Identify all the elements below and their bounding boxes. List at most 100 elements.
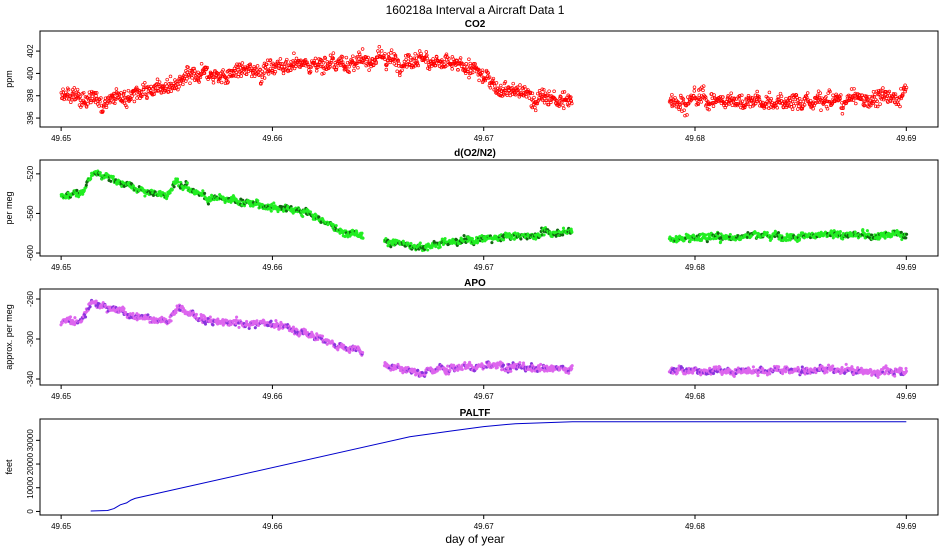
apo-point — [131, 311, 135, 316]
co2-point — [360, 47, 365, 51]
co2-point — [787, 104, 791, 108]
apo-point — [859, 366, 863, 370]
co2-point — [671, 103, 675, 107]
co2-point — [815, 93, 820, 98]
apo-point — [269, 319, 273, 323]
co2-point — [417, 49, 422, 53]
paltf-xtick-label: 49.66 — [262, 522, 283, 531]
o2n2-xtick-label: 49.66 — [262, 263, 283, 272]
co2-point — [670, 92, 674, 97]
co2-point — [407, 53, 411, 57]
apo-point — [711, 371, 716, 376]
co2-point — [204, 65, 208, 70]
o2n2-point — [355, 231, 359, 235]
ylabel-o2n2: per meg — [4, 191, 14, 224]
co2-point — [526, 88, 530, 92]
co2-point — [143, 81, 147, 85]
apo-xtick-label: 49.68 — [685, 392, 706, 401]
o2n2-point — [308, 210, 313, 214]
co2-point — [234, 70, 238, 74]
co2-point — [385, 62, 389, 67]
co2-point — [314, 65, 319, 70]
co2-point — [480, 70, 484, 75]
co2-point — [840, 112, 845, 116]
panel-o2n2: d(O2/N2) per meg 49.65 49.66 49.67 49.68 49.… — [4, 148, 939, 272]
co2-point — [186, 65, 190, 70]
apo-point — [751, 365, 755, 369]
o2n2-point — [331, 223, 335, 227]
co2-point — [255, 64, 260, 68]
apo-point — [675, 371, 679, 375]
co2-point — [510, 89, 514, 93]
o2n2-point — [185, 181, 189, 185]
o2n2-xtick-label: 49.65 — [51, 263, 72, 272]
co2-point — [75, 87, 80, 92]
o2n2-point — [88, 177, 93, 181]
apo-point — [298, 332, 302, 336]
co2-point — [402, 59, 407, 64]
apo-point — [768, 372, 772, 376]
co2-point — [409, 58, 413, 62]
co2-point — [499, 83, 503, 88]
co2-point — [145, 95, 149, 100]
co2-point — [816, 89, 821, 93]
co2-point — [282, 64, 287, 69]
co2-point — [530, 91, 535, 96]
o2n2-point — [519, 237, 523, 241]
apo-point — [88, 305, 92, 309]
apo-point — [361, 350, 365, 355]
paltf-series — [90, 421, 907, 512]
co2-point — [792, 104, 796, 108]
co2-point — [66, 87, 71, 92]
co2-point — [547, 89, 551, 93]
o2n2-ytick-label: -520 — [26, 165, 35, 182]
co2-point — [515, 85, 520, 89]
co2-point — [872, 94, 877, 99]
apo-point — [904, 369, 908, 373]
co2-point — [825, 107, 830, 111]
co2-point — [327, 60, 332, 65]
co2-point — [904, 85, 909, 90]
co2-point — [431, 57, 435, 61]
co2-point — [740, 93, 744, 98]
co2-point — [718, 95, 723, 99]
co2-point — [240, 61, 245, 65]
co2-point — [458, 58, 462, 62]
co2-point — [176, 87, 180, 92]
co2-point — [321, 61, 326, 65]
co2-point — [755, 99, 759, 104]
co2-point — [102, 102, 106, 107]
panel-title-paltf: PALTF — [460, 408, 491, 419]
apo-point — [320, 334, 325, 338]
co2-point — [542, 87, 546, 92]
co2-point — [721, 95, 725, 99]
co2-point — [157, 80, 162, 84]
co2-point — [398, 73, 402, 78]
apo-point — [247, 326, 251, 330]
co2-point — [397, 61, 401, 66]
o2n2-point — [163, 192, 167, 196]
co2-point — [211, 81, 216, 85]
co2-point — [557, 102, 562, 107]
co2-point — [339, 60, 344, 65]
co2-xtick-label: 49.65 — [51, 134, 72, 143]
co2-points — [59, 45, 909, 118]
co2-point — [707, 107, 711, 112]
o2n2-point — [548, 230, 552, 234]
co2-point — [340, 60, 345, 64]
apo-point — [875, 369, 880, 373]
co2-point — [493, 84, 497, 88]
co2-point — [379, 49, 384, 53]
co2-point — [825, 99, 830, 104]
apo-point — [708, 366, 712, 370]
co2-point — [744, 102, 749, 106]
co2-point — [816, 94, 820, 99]
co2-point — [425, 53, 429, 58]
co2-point — [898, 104, 902, 109]
co2-point — [881, 86, 885, 90]
apo-point — [756, 374, 760, 378]
o2n2-point — [883, 236, 887, 240]
co2-point — [865, 98, 869, 103]
co2-point — [737, 94, 742, 98]
o2n2-point — [765, 231, 769, 235]
